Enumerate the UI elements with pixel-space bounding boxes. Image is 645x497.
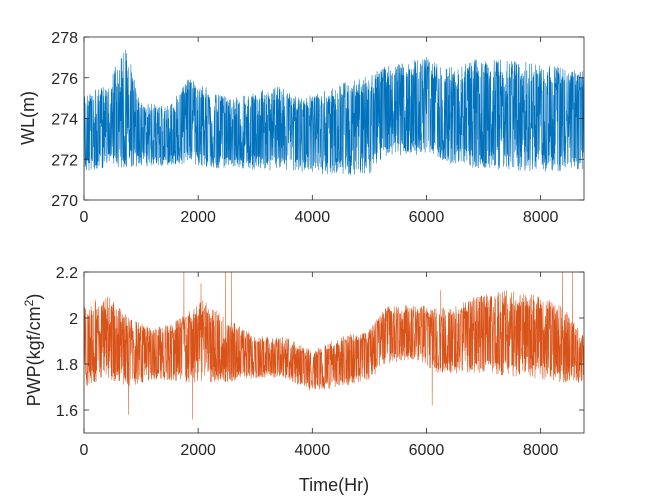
pore-water-pressure-y-tick-label: 1.6 — [56, 403, 78, 420]
water-level-x-tick-label: 0 — [80, 209, 89, 226]
water-level-y-tick-label: 274 — [51, 112, 78, 129]
ylabel-end: ) — [24, 294, 44, 300]
pore-water-pressure-x-tick-label: 4000 — [295, 442, 331, 459]
pore-water-pressure-y-tick-label: 1.8 — [56, 357, 78, 374]
pore-water-pressure-x-tick-label: 0 — [80, 442, 89, 459]
pore-water-pressure-axes-box — [83, 271, 585, 434]
pore-water-pressure-x-tick-label: 2000 — [180, 442, 216, 459]
water-level-y-axis-title: WL(m) — [18, 91, 38, 145]
water-level-y-tick-label: 272 — [51, 152, 78, 169]
water-level-x-tick-label: 6000 — [409, 209, 445, 226]
water-level-x-tick-label: 2000 — [180, 209, 216, 226]
pore-water-pressure-y-tick-label: 2.2 — [56, 265, 78, 282]
pore-water-pressure-x-tick-label: 6000 — [409, 442, 445, 459]
pore-water-pressure-y-tick-label: 2 — [69, 311, 78, 328]
water-level-y-tick-label: 276 — [51, 71, 78, 88]
water-level-series — [84, 49, 584, 176]
water-level-x-tick-label: 8000 — [523, 209, 559, 226]
water-level-ticks: 0 2000 4000 6000 8000 270 272 274 276 278 — [51, 30, 584, 226]
pore-water-pressure-y-axis-title: PWP(kgf/cm2) — [22, 294, 44, 407]
water-level-y-tick-label: 278 — [51, 30, 78, 47]
water-level-line — [84, 49, 584, 176]
pore-water-pressure-series — [84, 272, 584, 420]
pore-water-pressure-line — [84, 272, 584, 420]
pore-water-pressure-x-tick-label: 8000 — [523, 442, 559, 459]
ylabel-main: PWP(kgf/cm — [24, 306, 44, 406]
time-x-axis-title: Time(Hr) — [299, 475, 369, 495]
ylabel-superscript: 2 — [22, 299, 36, 306]
water-level-y-tick-label: 270 — [51, 193, 78, 210]
pore-water-pressure-ticks: 0 2000 4000 6000 8000 1.6 1.8 2 2.2 — [56, 265, 584, 459]
water-level-x-tick-label: 4000 — [295, 209, 331, 226]
water-level-panel: 0 2000 4000 6000 8000 270 272 274 276 278 WL(m) — [18, 30, 585, 226]
